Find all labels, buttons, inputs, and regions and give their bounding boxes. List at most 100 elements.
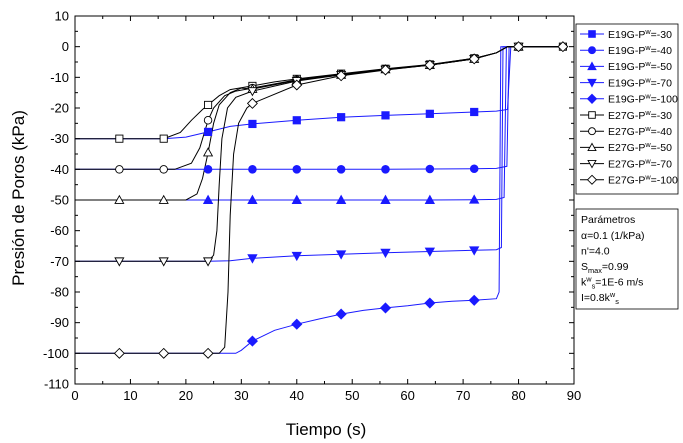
y-tick-label: -50: [50, 193, 69, 208]
legend-label: E27G-Pw=-30: [608, 108, 672, 122]
data-point: [202, 194, 214, 204]
data-point: [380, 194, 391, 204]
data-point: [248, 165, 257, 174]
data-point: [380, 248, 391, 259]
data-point: [469, 164, 479, 174]
legend-label: E27G-Pw=-70: [608, 156, 672, 170]
data-point: [336, 165, 346, 174]
data-point: [292, 116, 301, 125]
x-tick-label: 40: [290, 388, 304, 403]
data-point: [158, 347, 170, 359]
legend-marker: [587, 142, 597, 152]
data-point: [203, 165, 213, 174]
data-point: [468, 53, 480, 65]
legend-marker: [587, 159, 597, 169]
data-point: [291, 79, 303, 91]
data-point: [557, 41, 569, 53]
data-point: [379, 64, 391, 76]
legend-label: E19G-Pw=-100: [608, 92, 678, 106]
data-point: [381, 165, 390, 174]
parameter-line: kws=1E-6 m/s: [581, 275, 643, 291]
legend-label: E27G-Pw=-50: [608, 140, 672, 154]
x-tick-label: 60: [400, 388, 414, 403]
parameter-line: Smax=0.99: [581, 261, 629, 275]
y-tick-label: -110: [44, 377, 69, 392]
legend-label: E27G-Pw=-40: [608, 124, 672, 138]
x-tick-label: 20: [179, 388, 193, 403]
legend-label: E19G-Pw=-30: [608, 27, 672, 41]
y-tick-label: -30: [50, 131, 69, 146]
legend-marker: [588, 30, 596, 38]
series-lines: [75, 46, 563, 354]
series-line-6: [75, 46, 563, 140]
data-point: [247, 87, 258, 97]
series-line-2: [75, 46, 563, 170]
data-point: [159, 134, 168, 143]
y-tick-label: -80: [50, 285, 69, 300]
y-tick-label: 0: [62, 39, 69, 54]
data-point: [202, 347, 214, 359]
data-point: [114, 194, 125, 204]
data-point: [335, 194, 347, 204]
parameter-line: I=0.8kws​: [581, 290, 619, 306]
legend-marker: [588, 46, 596, 55]
data-point: [204, 100, 213, 109]
x-tick-label: 50: [345, 388, 359, 403]
data-point: [425, 164, 435, 174]
series-line-3: [75, 46, 563, 201]
data-point: [291, 251, 302, 262]
legend-marker: [586, 93, 598, 104]
y-tick-label: -60: [50, 223, 69, 238]
parameters-border: [575, 208, 679, 310]
data-point: [424, 247, 436, 257]
data-point: [115, 165, 124, 174]
data-point: [469, 194, 480, 204]
data-point: [379, 302, 392, 314]
data-point: [381, 111, 390, 120]
data-point: [424, 297, 436, 309]
y-tick-label: -10: [50, 70, 69, 85]
data-point: [247, 254, 258, 264]
y-tick-label: 10: [55, 9, 69, 24]
x-tick-label: 30: [234, 388, 248, 403]
data-point: [424, 59, 436, 71]
legend-marker: [587, 78, 597, 88]
data-point: [513, 41, 525, 53]
data-point: [203, 127, 213, 137]
data-point: [159, 165, 168, 174]
legend-label: E19G-Pw=-40: [608, 43, 672, 57]
x-axis-label: Tiempo (s): [286, 420, 367, 439]
data-point: [115, 134, 124, 143]
data-point: [291, 194, 302, 204]
data-point: [158, 194, 169, 204]
legend-marker: [586, 174, 598, 185]
legend-label: E19G-Pw=-70: [608, 75, 672, 89]
parameter-line: n'=4.0: [581, 246, 610, 258]
data-point: [202, 147, 214, 157]
data-point: [470, 107, 479, 117]
x-tick-label: 10: [123, 388, 137, 403]
data-point: [202, 257, 214, 267]
series-line-4: [75, 46, 563, 262]
y-tick-label: -20: [50, 101, 69, 116]
data-point: [246, 335, 258, 347]
data-point: [292, 165, 302, 174]
data-point: [158, 257, 169, 267]
x-tick-label: 80: [511, 388, 525, 403]
series-line-9: [75, 46, 563, 262]
data-point: [291, 318, 303, 330]
legend-marker: [587, 61, 597, 71]
legend-marker: [588, 111, 596, 119]
y-tick-label: -90: [50, 315, 69, 330]
legend-marker: [588, 127, 596, 136]
y-tick-label: -100: [43, 346, 69, 361]
data-point: [113, 347, 125, 359]
data-point: [469, 246, 480, 256]
data-point: [248, 119, 257, 129]
data-point: [335, 70, 347, 82]
data-point: [424, 194, 436, 204]
data-point: [425, 109, 434, 118]
data-point: [114, 257, 125, 267]
data-point: [335, 250, 347, 260]
